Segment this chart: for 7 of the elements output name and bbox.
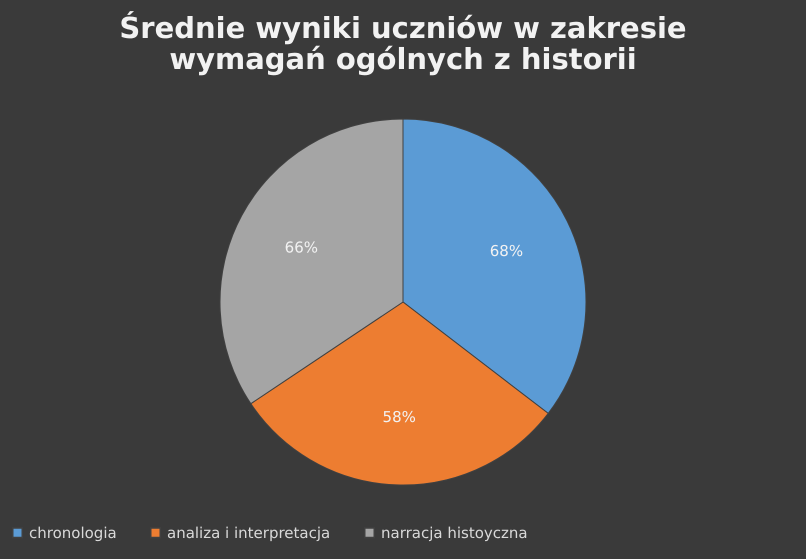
data-label: 68% <box>490 242 524 260</box>
chart-title: Średnie wyniki uczniów w zakresie wymagań ogólnych z historii <box>119 11 687 76</box>
legend-label: narracja histoyczna <box>381 524 528 542</box>
data-label: 66% <box>284 238 318 257</box>
legend-label: chronologia <box>29 524 117 542</box>
data-label: 58% <box>382 408 416 426</box>
legend-label: analiza i interpretacja <box>167 524 330 542</box>
